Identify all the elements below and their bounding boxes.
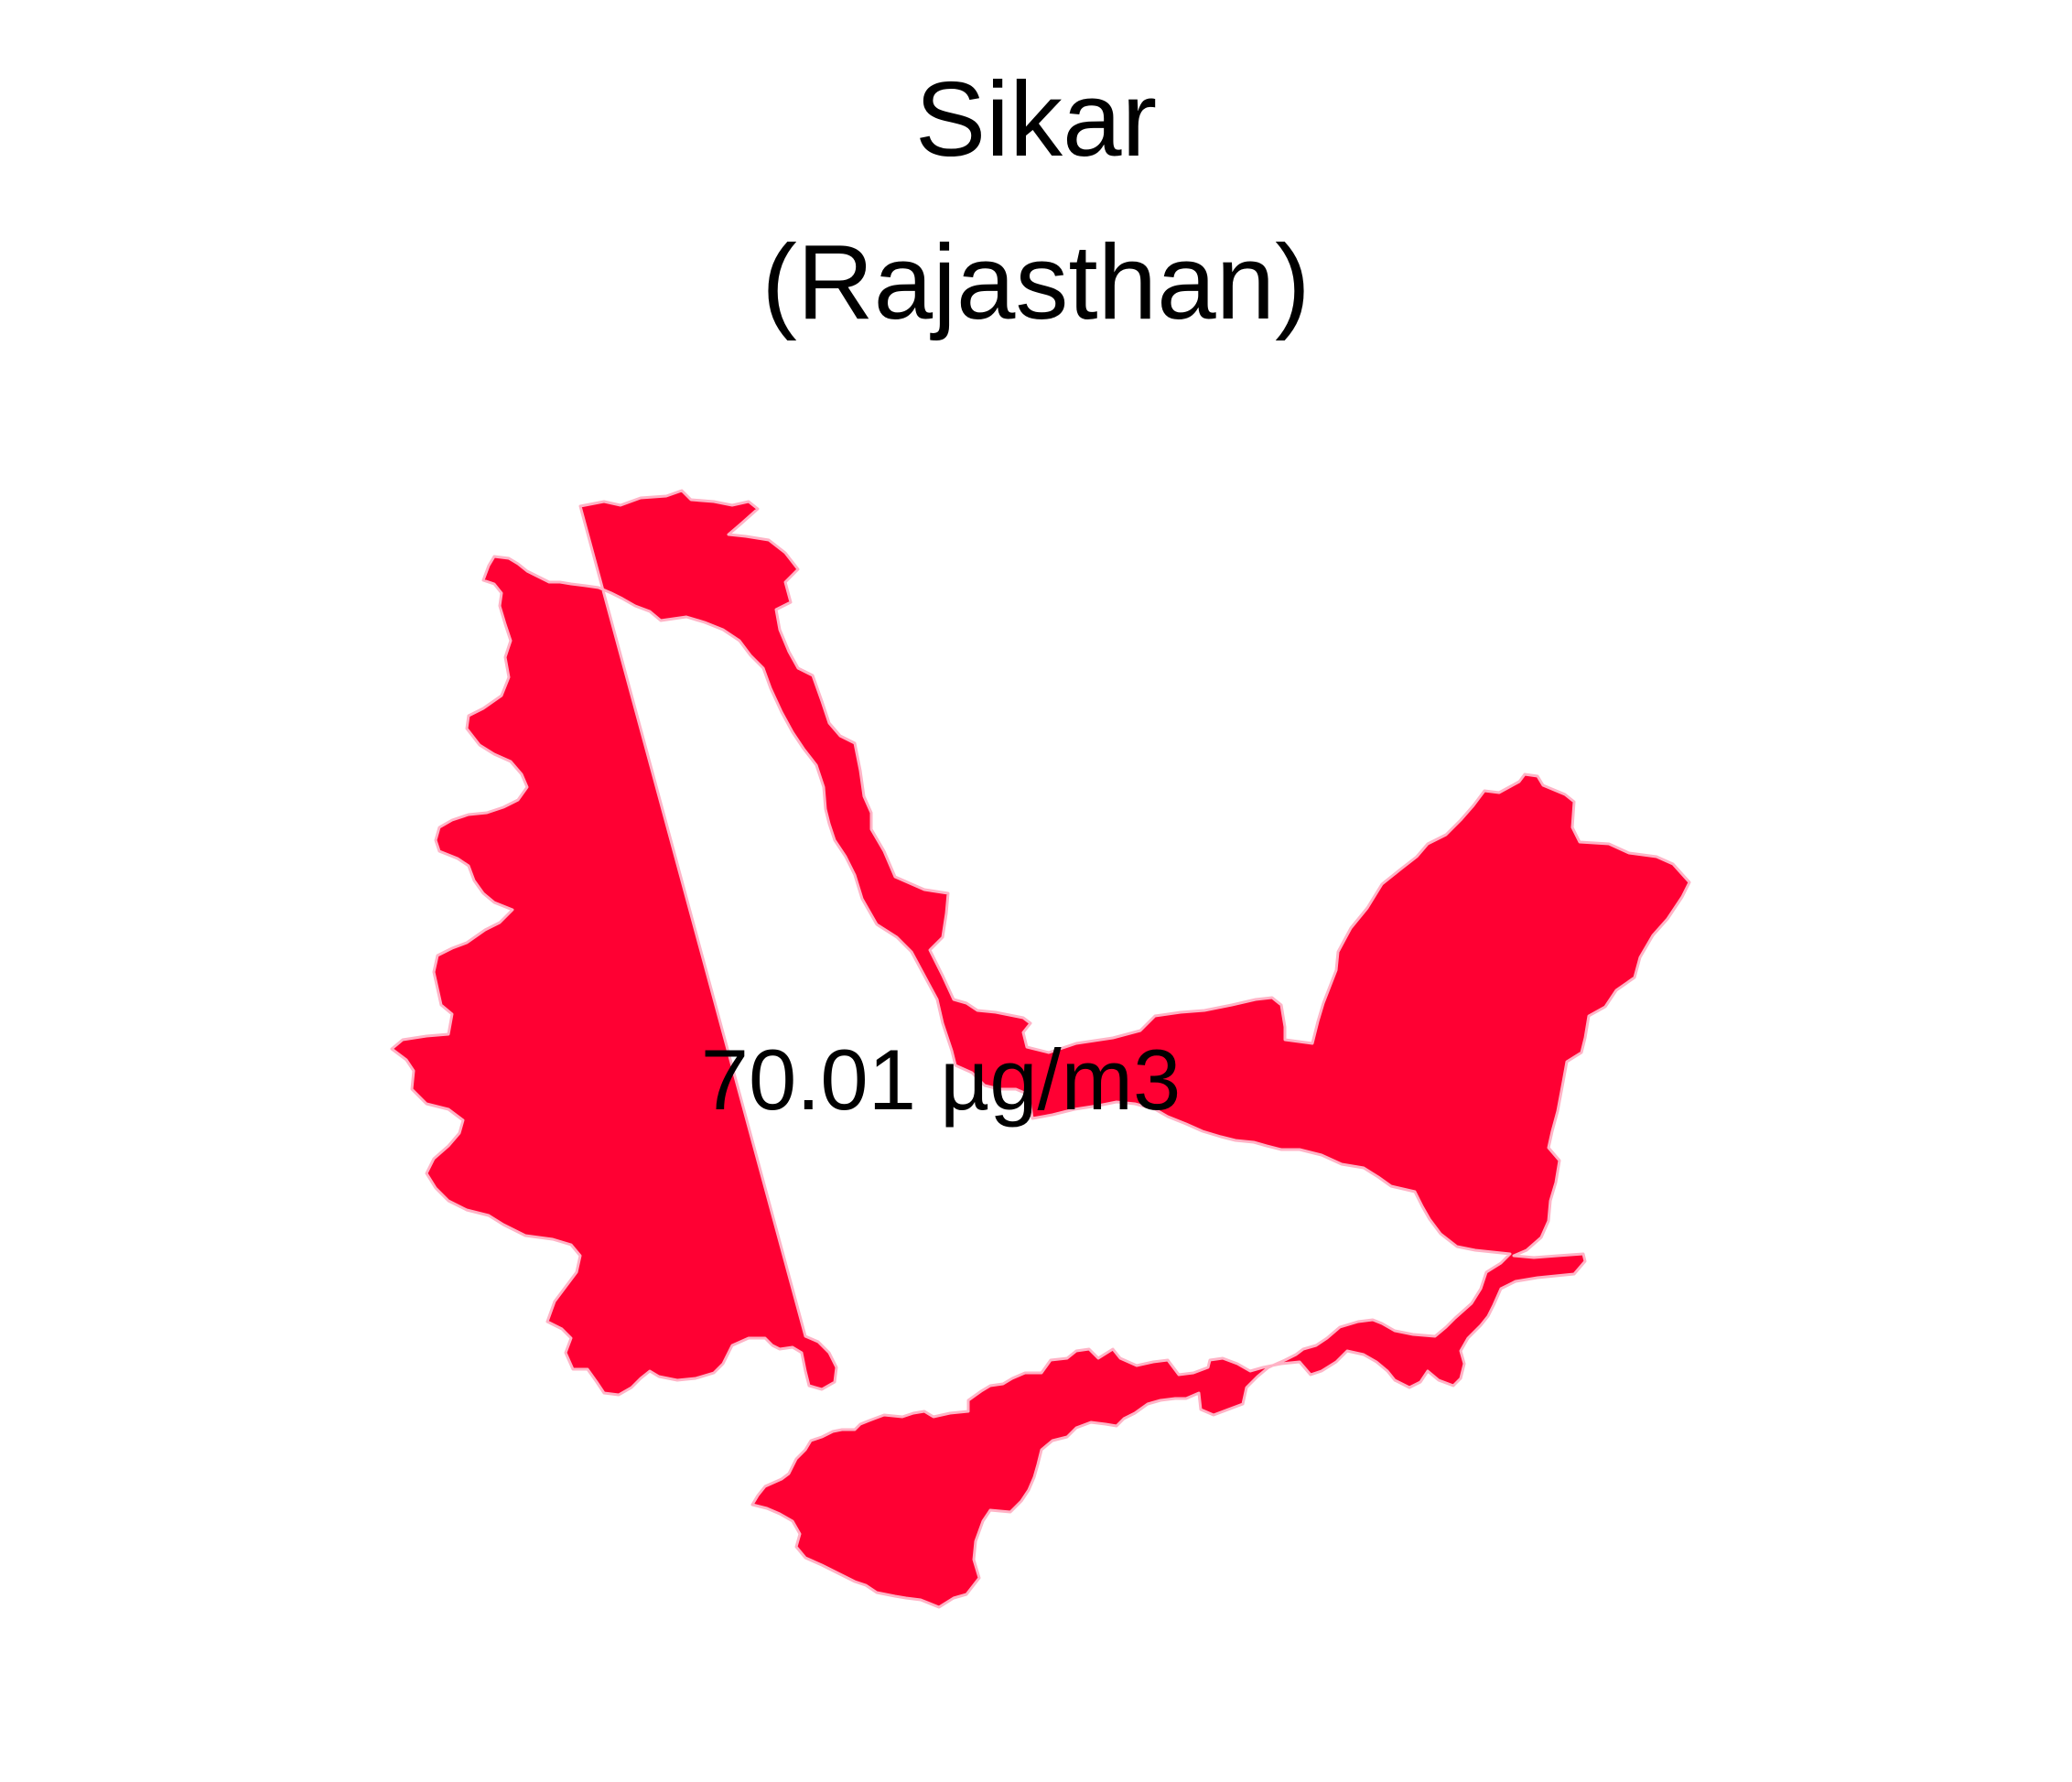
pm25-value-label: 70.01 µg/m3 (700, 1031, 1182, 1128)
map-title: Sikar (914, 59, 1158, 178)
sikar-district-shape[interactable] (390, 489, 1691, 1609)
map-subtitle: (Rajasthan) (761, 222, 1311, 341)
